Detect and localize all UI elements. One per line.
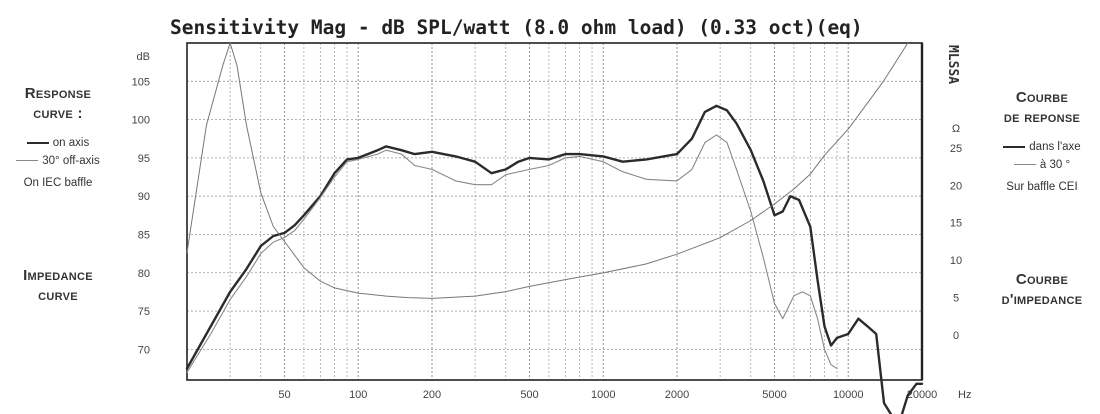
y-left-tick-label: 90 [138, 191, 150, 203]
y-right-tick-label: 25 [950, 143, 962, 155]
y-left-tick-label: 80 [138, 268, 150, 280]
legend-light-line-swatch [16, 160, 39, 162]
series-line-on-axis [185, 104, 924, 414]
legend-dans-axe: dans l'axe [990, 138, 1094, 156]
legend-on-axis: on axis [6, 134, 110, 152]
courbe-de-reponse-heading: Courbe de reponse [1003, 89, 1081, 126]
mlssa-label: MLSSA [945, 45, 960, 84]
x-tick-label: 2000 [665, 389, 689, 401]
series-line-impedance [186, 42, 909, 299]
legend-dark-line-swatch [26, 141, 49, 144]
data-series [185, 42, 924, 414]
y-left-tick-label: 75 [138, 306, 150, 318]
y-left-tick-label: 95 [138, 153, 150, 165]
left-legend-panel: Response curve : on axis 30° off-axis On… [6, 84, 110, 192]
legend-a-30: à 30 ° [990, 156, 1094, 174]
x-tick-label: 100 [349, 389, 367, 401]
baffle-note: On IEC baffle [23, 177, 93, 189]
x-tick-label: 20000 [907, 389, 938, 401]
y-left-tick-label: 100 [132, 115, 150, 127]
series-line-off-axis-30 [186, 134, 838, 373]
y-left-tick-label: 70 [138, 344, 150, 356]
x-tick-label: 50 [278, 389, 290, 401]
response-curve-heading: Response curve : [24, 85, 92, 122]
chart-title: Sensitivity Mag - dB SPL/watt (8.0 ohm l… [170, 16, 863, 39]
x-tick-label: 10000 [833, 389, 864, 401]
y-left-tick-label: 105 [132, 76, 150, 88]
courbe-impedance-heading: Courbe d'impedance [1001, 271, 1083, 308]
legend-off-axis: 30° off-axis [6, 152, 110, 170]
impedance-curve-heading: Impedance curve [23, 267, 93, 304]
y-left-tick-label: 85 [138, 229, 150, 241]
plot-grid [186, 43, 924, 380]
legend-light-line-swatch [1013, 164, 1036, 166]
y-right-tick-label: 5 [953, 293, 959, 305]
y-right-tick-label: 20 [950, 180, 962, 192]
y-right-tick-label: 0 [953, 330, 959, 342]
y-right-tick-label: 15 [950, 218, 962, 230]
y-right-unit-label: Ω [952, 123, 960, 135]
y-left-unit-label: dB [137, 51, 150, 63]
legend-dark-line-swatch [1003, 145, 1026, 148]
x-unit-label: Hz [958, 389, 971, 401]
x-tick-label: 500 [520, 389, 538, 401]
y-right-tick-label: 10 [950, 255, 962, 267]
x-tick-label: 200 [423, 389, 441, 401]
right-legend-panel: Courbe de reponse dans l'axe à 30 ° Sur … [990, 88, 1094, 196]
x-tick-label: 5000 [762, 389, 786, 401]
baffle-note-fr: Sur baffle CEI [1006, 181, 1078, 193]
x-tick-label: 1000 [591, 389, 615, 401]
plot-area [186, 42, 923, 381]
axis-tick-labels: 50 100 200 500 1000 2000 5000 10000 20000 Hz70758… [132, 45, 972, 401]
